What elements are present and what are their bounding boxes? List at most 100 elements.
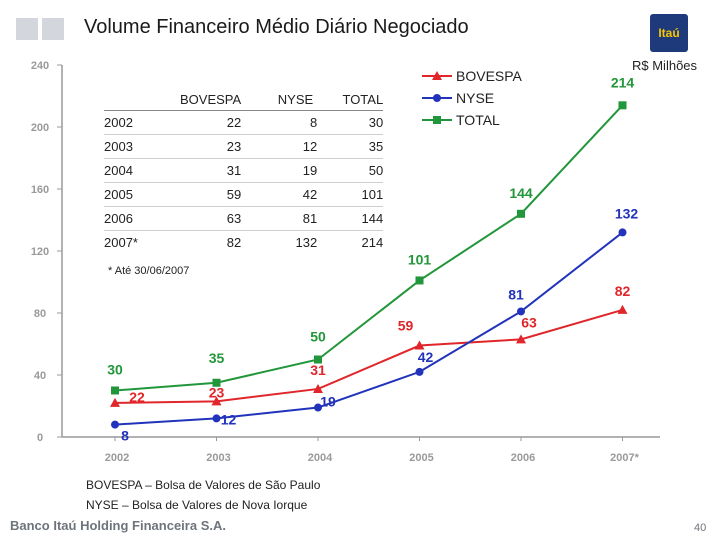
data-label-bovespa: 82 <box>615 283 631 299</box>
data-point-bovespa <box>110 397 120 407</box>
data-label-total: 30 <box>107 362 123 378</box>
y-tick-label: 200 <box>31 122 49 134</box>
table-header-row: BOVESPA NYSE TOTAL <box>104 88 383 111</box>
page-number: 40 <box>694 522 707 534</box>
data-point-nyse <box>314 403 322 412</box>
itau-logo: Itaú <box>650 14 688 52</box>
series-line-nyse <box>114 231 624 426</box>
table-cell: 81 <box>241 206 318 231</box>
table-row: 2007* 82 132 214 <box>104 230 384 254</box>
table-cell: 144 <box>317 206 384 231</box>
y-tick-label: 120 <box>31 246 49 258</box>
data-label-nyse: 19 <box>320 394 336 410</box>
table-row: 2004 31 19 50 <box>104 158 384 183</box>
footnote-bovespa: BOVESPA – Bolsa de Valores de São Paulo <box>86 478 321 492</box>
y-tick-label: 40 <box>34 370 46 382</box>
legend-label: BOVESPA <box>456 68 522 84</box>
table-header-cell: NYSE <box>277 91 314 107</box>
data-label-nyse: 42 <box>418 349 434 365</box>
table-note: * Até 30/06/2007 <box>108 265 190 277</box>
data-point-nyse <box>415 367 424 376</box>
y-tick-label: 240 <box>31 60 49 72</box>
data-point-total <box>618 101 627 110</box>
table-cell: 8 <box>241 110 318 135</box>
table-cell: 30 <box>317 110 384 135</box>
data-label-bovespa: 31 <box>310 362 326 378</box>
data-label-nyse: 8 <box>121 428 129 444</box>
data-point-total <box>314 355 322 364</box>
data-point-nyse <box>618 228 627 237</box>
table-row: 2002 22 8 30 <box>104 110 384 135</box>
table-header-cell: BOVESPA <box>180 91 242 107</box>
data-point-total <box>415 276 424 285</box>
data-point-nyse <box>517 307 525 316</box>
table-header-cell <box>104 88 180 111</box>
x-tick-label: 2002 <box>105 452 129 464</box>
data-label-nyse: 132 <box>615 205 639 221</box>
data-label-bovespa: 23 <box>209 384 225 400</box>
table-cell: 42 <box>241 182 318 207</box>
data-label-total: 214 <box>611 74 635 90</box>
series-line-bovespa <box>114 308 623 404</box>
data-point-nyse <box>212 414 221 423</box>
x-tick-label: 2006 <box>511 452 535 464</box>
data-label-nyse: 81 <box>508 286 524 302</box>
x-tick-label: 2005 <box>409 452 433 464</box>
table-cell: 82 <box>180 230 242 254</box>
legend-total-marker-icon <box>422 116 452 124</box>
x-tick-label: 2007* <box>610 452 639 464</box>
data-label-total: 35 <box>209 350 225 366</box>
table-row: 2003 23 12 35 <box>104 134 384 159</box>
y-tick-label: 0 <box>37 432 43 444</box>
series-line-total <box>114 104 624 392</box>
table-cell: 63 <box>180 206 242 231</box>
unit-label: R$ Milhões <box>632 58 698 73</box>
data-point-total <box>517 209 525 218</box>
decorative-square-right <box>42 18 64 40</box>
decorative-square-left <box>16 18 38 40</box>
data-table: BOVESPA NYSE TOTAL 2002 22 8 30 2003 23 12 35 20… <box>104 88 384 254</box>
table-cell: 31 <box>180 158 242 183</box>
data-point-bovespa <box>617 304 628 314</box>
data-label-bovespa: 59 <box>398 318 414 334</box>
table-cell: 2003 <box>104 134 180 159</box>
series-lines <box>110 101 628 429</box>
table-cell: 2005 <box>104 182 180 207</box>
logo-text: Itaú <box>658 26 680 40</box>
legend-label: NYSE <box>456 90 495 106</box>
data-point-total <box>111 386 119 395</box>
y-tick-label: 160 <box>31 184 49 196</box>
x-tick-label: 2004 <box>308 452 333 464</box>
table-cell: 132 <box>241 230 318 254</box>
page-title: Volume Financeiro Médio Diário Negociado <box>84 16 469 38</box>
table-cell: 50 <box>317 158 384 183</box>
data-label-bovespa: 63 <box>521 314 537 330</box>
data-label-nyse: 12 <box>221 411 237 427</box>
data-point-bovespa <box>414 340 425 350</box>
data-label-bovespa: 22 <box>129 389 145 405</box>
table-cell: 101 <box>317 182 384 207</box>
data-point-nyse <box>111 420 119 429</box>
footer-company-name: Banco Itaú Holding Financeira S.A. <box>10 518 226 533</box>
table-cell: 2007* <box>104 230 180 254</box>
table-header-cell: TOTAL <box>342 91 384 107</box>
data-point-bovespa <box>516 334 526 344</box>
footnote-nyse: NYSE – Bolsa de Valores de Nova Iorque <box>86 498 308 512</box>
legend-label: TOTAL <box>456 112 500 128</box>
data-point-bovespa <box>211 396 222 406</box>
legend-nyse-marker-icon <box>422 94 452 102</box>
table-cell: 2004 <box>104 158 180 183</box>
table-cell: 214 <box>317 230 384 254</box>
y-tick-label: 80 <box>34 308 46 320</box>
table-cell: 23 <box>180 134 242 159</box>
table-cell: 19 <box>241 158 318 183</box>
x-tick-label: 2003 <box>206 452 230 464</box>
data-point-total <box>212 378 221 387</box>
data-label-total: 101 <box>408 251 432 267</box>
data-label-total: 144 <box>509 185 533 201</box>
table-row: 2005 59 42 101 <box>104 182 384 207</box>
table-cell: 12 <box>241 134 318 159</box>
table-cell: 22 <box>180 110 242 135</box>
